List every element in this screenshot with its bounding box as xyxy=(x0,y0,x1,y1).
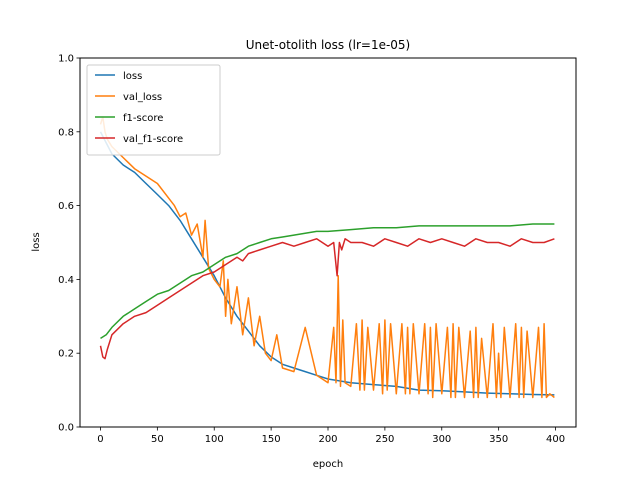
y-tick-label-1: 0.2 xyxy=(58,349,74,360)
y-tick-label-5: 1.0 xyxy=(58,54,74,65)
x-tick-label-6: 300 xyxy=(432,434,451,445)
legend-label-0: loss xyxy=(123,71,142,82)
series-lines xyxy=(99,116,555,399)
x-tick-label-0: 0 xyxy=(97,434,103,445)
y-axis-label: loss xyxy=(31,232,42,251)
chart-title: Unet-otolith loss (lr=1e-05) xyxy=(246,38,411,52)
x-tick-label-2: 100 xyxy=(205,434,224,445)
y-tick-label-2: 0.4 xyxy=(58,275,74,286)
plot-area: 0 50 100 150 200 250 300 350 400 0.0 0.2 0.4 0.6 0.8 1… xyxy=(58,54,577,445)
x-tick-label-4: 200 xyxy=(318,434,337,445)
legend: loss val_loss f1-score val_f1-score xyxy=(86,64,221,156)
legend-label-2: f1-score xyxy=(123,113,163,124)
legend-label-3: val_f1-score xyxy=(123,134,183,145)
y-tick-label-3: 0.6 xyxy=(58,201,74,212)
series-line-3 xyxy=(99,238,555,360)
y-tick-label-0: 0.0 xyxy=(58,423,74,434)
series-line-2 xyxy=(100,223,555,340)
x-tick-label-3: 150 xyxy=(262,434,281,445)
legend-box xyxy=(86,64,221,156)
x-tick-label-1: 50 xyxy=(151,434,164,445)
x-tick-label-7: 350 xyxy=(489,434,508,445)
legend-label-1: val_loss xyxy=(123,92,162,103)
x-axis-label: epoch xyxy=(313,459,343,470)
series-line-1 xyxy=(99,116,555,399)
x-tick-label-5: 250 xyxy=(375,434,394,445)
y-tick-label-4: 0.8 xyxy=(58,127,74,138)
x-tick-label-8: 400 xyxy=(546,434,565,445)
